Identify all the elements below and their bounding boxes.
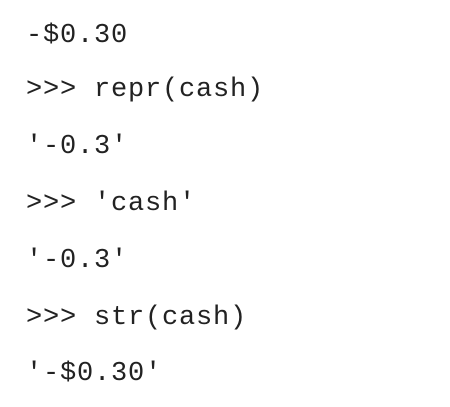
prompt-line: >>> 'cash' (26, 189, 197, 219)
output-line: '-$0.30' (26, 359, 163, 389)
output-line: '-0.3' (26, 246, 129, 276)
output-line: '-0.3' (26, 132, 129, 162)
prompt-line: >>> repr(cash) (26, 75, 265, 105)
prompt-line: >>> str(cash) (26, 303, 248, 333)
output-line: -$0.30 (26, 21, 129, 51)
